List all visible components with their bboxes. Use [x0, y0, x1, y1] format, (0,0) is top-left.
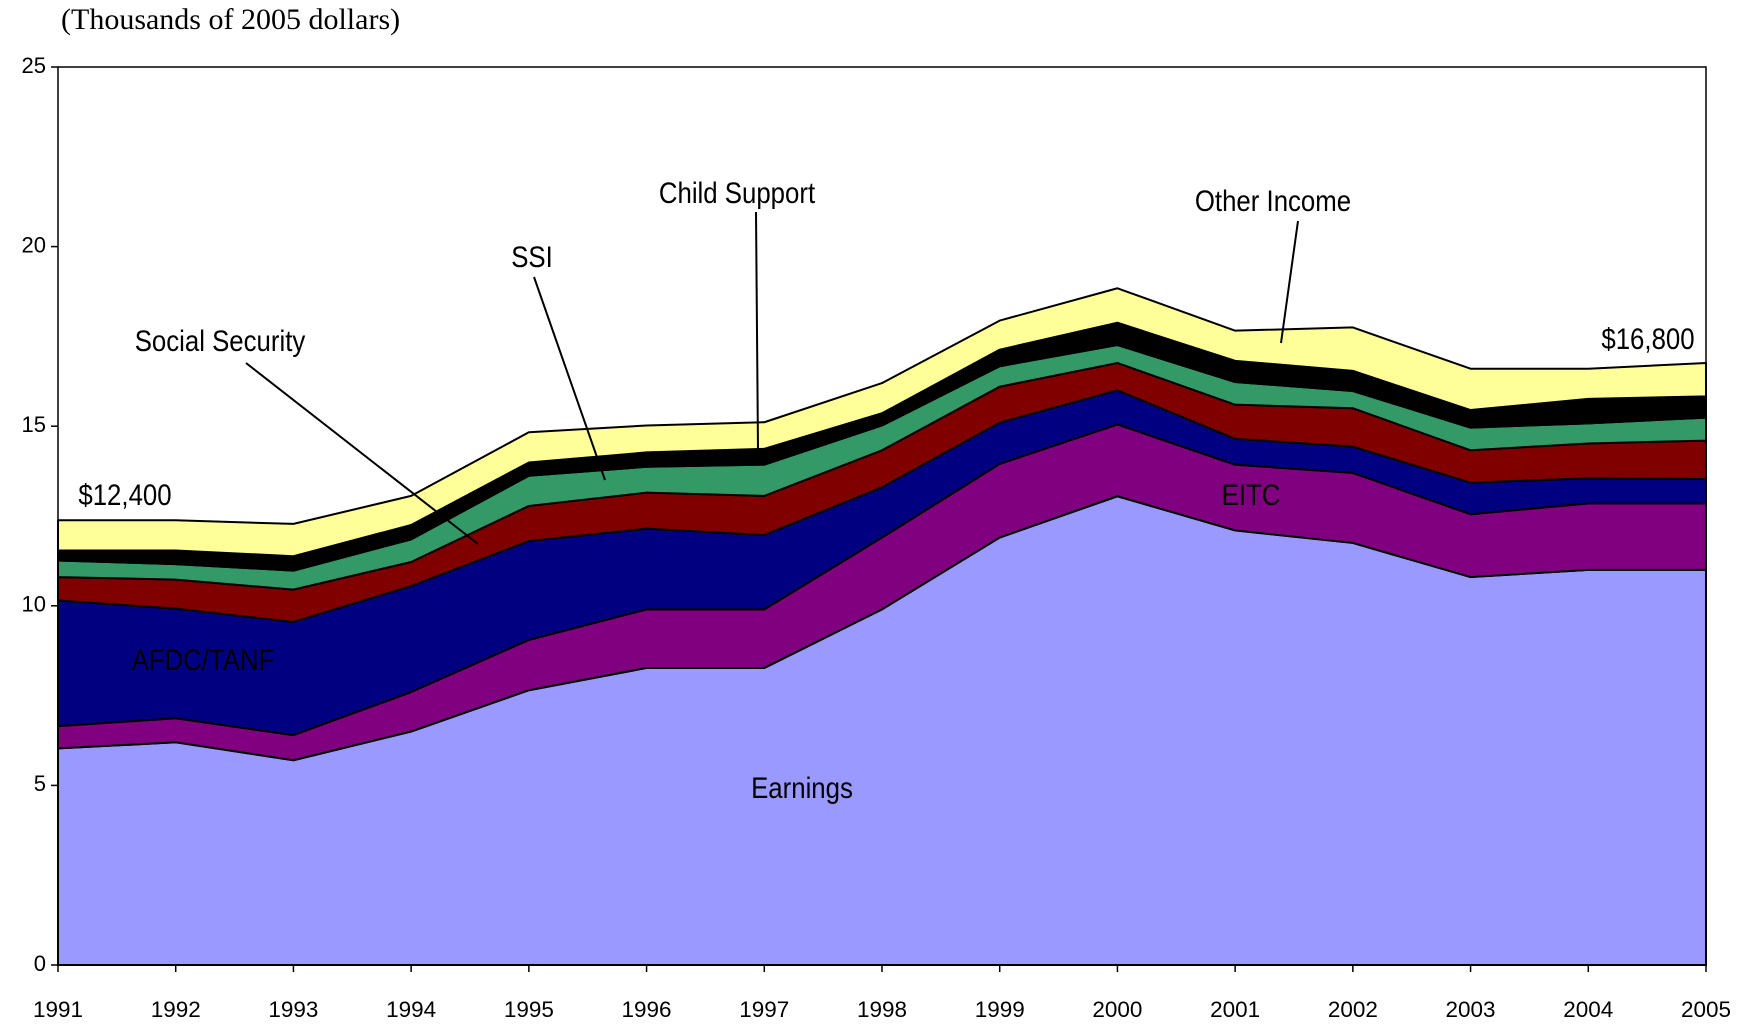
series-label: Other Income [1195, 184, 1351, 217]
x-tick-label: 1996 [622, 997, 672, 1022]
y-tick-label: 25 [22, 53, 46, 78]
x-tick-label: 1998 [857, 997, 907, 1022]
annotation: $12,400 [78, 478, 171, 511]
pointer-line [755, 211, 759, 451]
series-label: Social Security [135, 324, 306, 357]
x-tick-label: 2003 [1446, 997, 1496, 1022]
y-tick-label: 5 [34, 771, 46, 796]
pointer-line [245, 362, 479, 545]
x-tick-label: 1999 [975, 997, 1025, 1022]
x-tick-label: 1993 [268, 997, 318, 1022]
x-tick-label: 2004 [1563, 997, 1613, 1022]
series-label: Child Support [659, 176, 815, 209]
series-label: SSI [511, 240, 553, 273]
y-tick-label: 15 [22, 412, 46, 437]
x-tick-label: 2005 [1681, 997, 1731, 1022]
y-tick-label: 20 [22, 232, 46, 257]
x-tick-label: 2002 [1328, 997, 1378, 1022]
x-tick-label: 2001 [1210, 997, 1260, 1022]
series-label: EITC [1222, 478, 1281, 511]
x-tick-label: 1995 [504, 997, 554, 1022]
y-tick-label: 0 [34, 951, 46, 976]
pointer-line [533, 276, 606, 481]
series-label: AFDC/TANF [132, 643, 275, 676]
y-tick-label: 10 [22, 592, 46, 617]
x-tick-label: 1992 [151, 997, 201, 1022]
x-tick-label: 1994 [386, 997, 436, 1022]
x-tick-label: 1997 [739, 997, 789, 1022]
pointer-line [1280, 220, 1299, 344]
annotation: $16,800 [1601, 322, 1694, 355]
chart-subtitle: (Thousands of 2005 dollars) [61, 3, 400, 36]
x-tick-label: 2000 [1092, 997, 1142, 1022]
series-label: Earnings [751, 771, 853, 804]
x-tick-label: 1991 [33, 997, 83, 1022]
